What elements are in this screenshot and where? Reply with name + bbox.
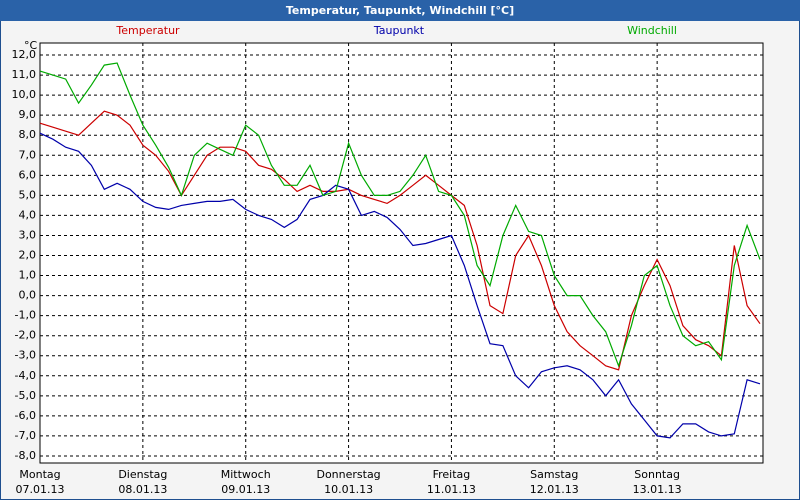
legend-label: Temperatur — [115, 24, 180, 37]
y-tick-label: 10,0 — [12, 88, 37, 101]
title-bar — [0, 0, 800, 21]
y-unit: °C — [24, 39, 38, 52]
y-tick-label: -5,0 — [15, 389, 36, 402]
x-tick-label: Samstag — [530, 468, 578, 481]
x-tick-date: 08.01.13 — [118, 483, 167, 496]
x-tick-label: Dienstag — [118, 468, 167, 481]
x-tick-label: Montag — [19, 468, 60, 481]
x-tick-date: 07.01.13 — [16, 483, 65, 496]
x-tick-label: Sonntag — [634, 468, 680, 481]
x-tick-date: 10.01.13 — [324, 483, 373, 496]
y-tick-label: 12,0 — [12, 48, 37, 61]
y-tick-label: 5,0 — [19, 188, 37, 201]
x-tick-date: 11.01.13 — [427, 483, 476, 496]
line — [39, 132, 761, 439]
y-tick-label: 6,0 — [19, 168, 37, 181]
x-tick-label: Donnerstag — [316, 468, 380, 481]
y-tick-label: 11,0 — [12, 68, 37, 81]
y-tick-label: 8,0 — [19, 128, 37, 141]
y-tick-label: 2,0 — [19, 249, 37, 262]
line — [39, 110, 761, 371]
y-tick-label: 3,0 — [19, 228, 37, 241]
y-tick-label: 1,0 — [19, 269, 37, 282]
y-tick-label: -6,0 — [15, 409, 36, 422]
x-tick-label: Mittwoch — [221, 468, 271, 481]
x-tick-date: 13.01.13 — [633, 483, 682, 496]
x-tick-date: 09.01.13 — [221, 483, 270, 496]
legend-label: Taupunkt — [373, 24, 425, 37]
legend-label: Windchill — [627, 24, 677, 37]
line — [39, 62, 761, 368]
y-tick-label: -3,0 — [15, 349, 36, 362]
y-tick-label: -7,0 — [15, 429, 36, 442]
y-tick-label: 0,0 — [19, 289, 37, 302]
y-tick-label: 7,0 — [19, 148, 37, 161]
plot-area — [39, 42, 764, 464]
y-tick-label: -8,0 — [15, 449, 36, 462]
y-tick-label: 9,0 — [19, 108, 37, 121]
y-tick-label: -4,0 — [15, 369, 36, 382]
x-tick-date: 12.01.13 — [530, 483, 579, 496]
y-tick-label: -1,0 — [15, 309, 36, 322]
y-tick-label: -2,0 — [15, 329, 36, 342]
y-tick-label: 4,0 — [19, 208, 37, 221]
x-tick-label: Freitag — [433, 468, 471, 481]
chart-title: Temperatur, Taupunkt, Windchill [°C] — [286, 4, 514, 17]
